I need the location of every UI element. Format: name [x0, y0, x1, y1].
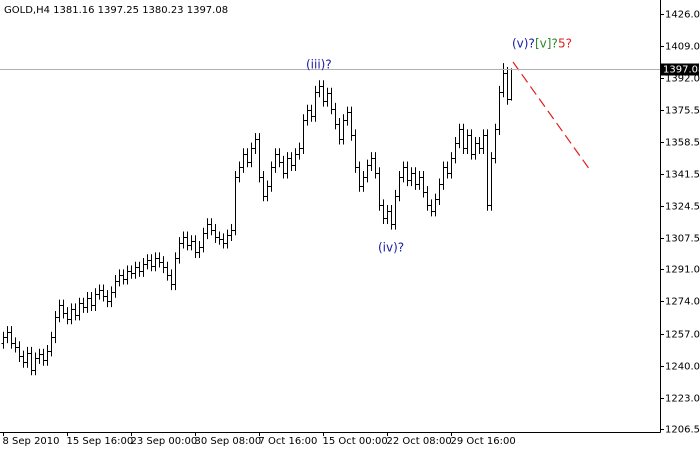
- chart-title: GOLD,H4 1381.16 1397.25 1380.23 1397.08: [4, 5, 228, 16]
- y-tick-label: 1409.00: [665, 42, 700, 53]
- wave-label: (iv)?: [378, 241, 404, 255]
- y-tick-label: 1426.00: [665, 10, 700, 21]
- x-tick-label: 30 Sep 08:00: [195, 436, 262, 447]
- x-tick-label: 7 Oct 16:00: [259, 436, 318, 447]
- wave-label: 5?: [558, 37, 572, 51]
- x-tick-label: 15 Sep 16:00: [67, 436, 134, 447]
- x-tick-label: 15 Oct 00:00: [323, 436, 388, 447]
- y-tick-label: 1223.00: [665, 394, 700, 405]
- y-tick-label: 1324.50: [665, 202, 700, 213]
- y-tick-label: 1341.50: [665, 170, 700, 181]
- x-tick-label: 22 Oct 08:00: [387, 436, 452, 447]
- y-tick-label: 1358.50: [665, 138, 700, 149]
- projection-line: [512, 61, 591, 171]
- y-tick-label: 1257.00: [665, 330, 700, 341]
- x-tick-label: 8 Sep 2010: [3, 436, 60, 447]
- x-tick-label: 29 Oct 16:00: [451, 436, 516, 447]
- y-tick-label: 1274.00: [665, 297, 700, 308]
- y-tick-label: 1375.50: [665, 106, 700, 117]
- price-label: 1397.08: [663, 65, 700, 76]
- y-tick-label: 1291.00: [665, 265, 700, 276]
- wave-label: (v)?: [512, 37, 535, 51]
- wave-label: (iii)?: [306, 58, 332, 72]
- y-tick-label: 1206.55: [665, 425, 700, 436]
- x-tick-label: 23 Sep 00:00: [131, 436, 198, 447]
- wave-label: [v]?: [535, 37, 558, 51]
- y-tick-label: 1307.50: [665, 234, 700, 245]
- price-label-box: [661, 63, 699, 76]
- y-tick-label: 1392.00: [665, 74, 700, 85]
- y-tick-label: 1240.00: [665, 362, 700, 373]
